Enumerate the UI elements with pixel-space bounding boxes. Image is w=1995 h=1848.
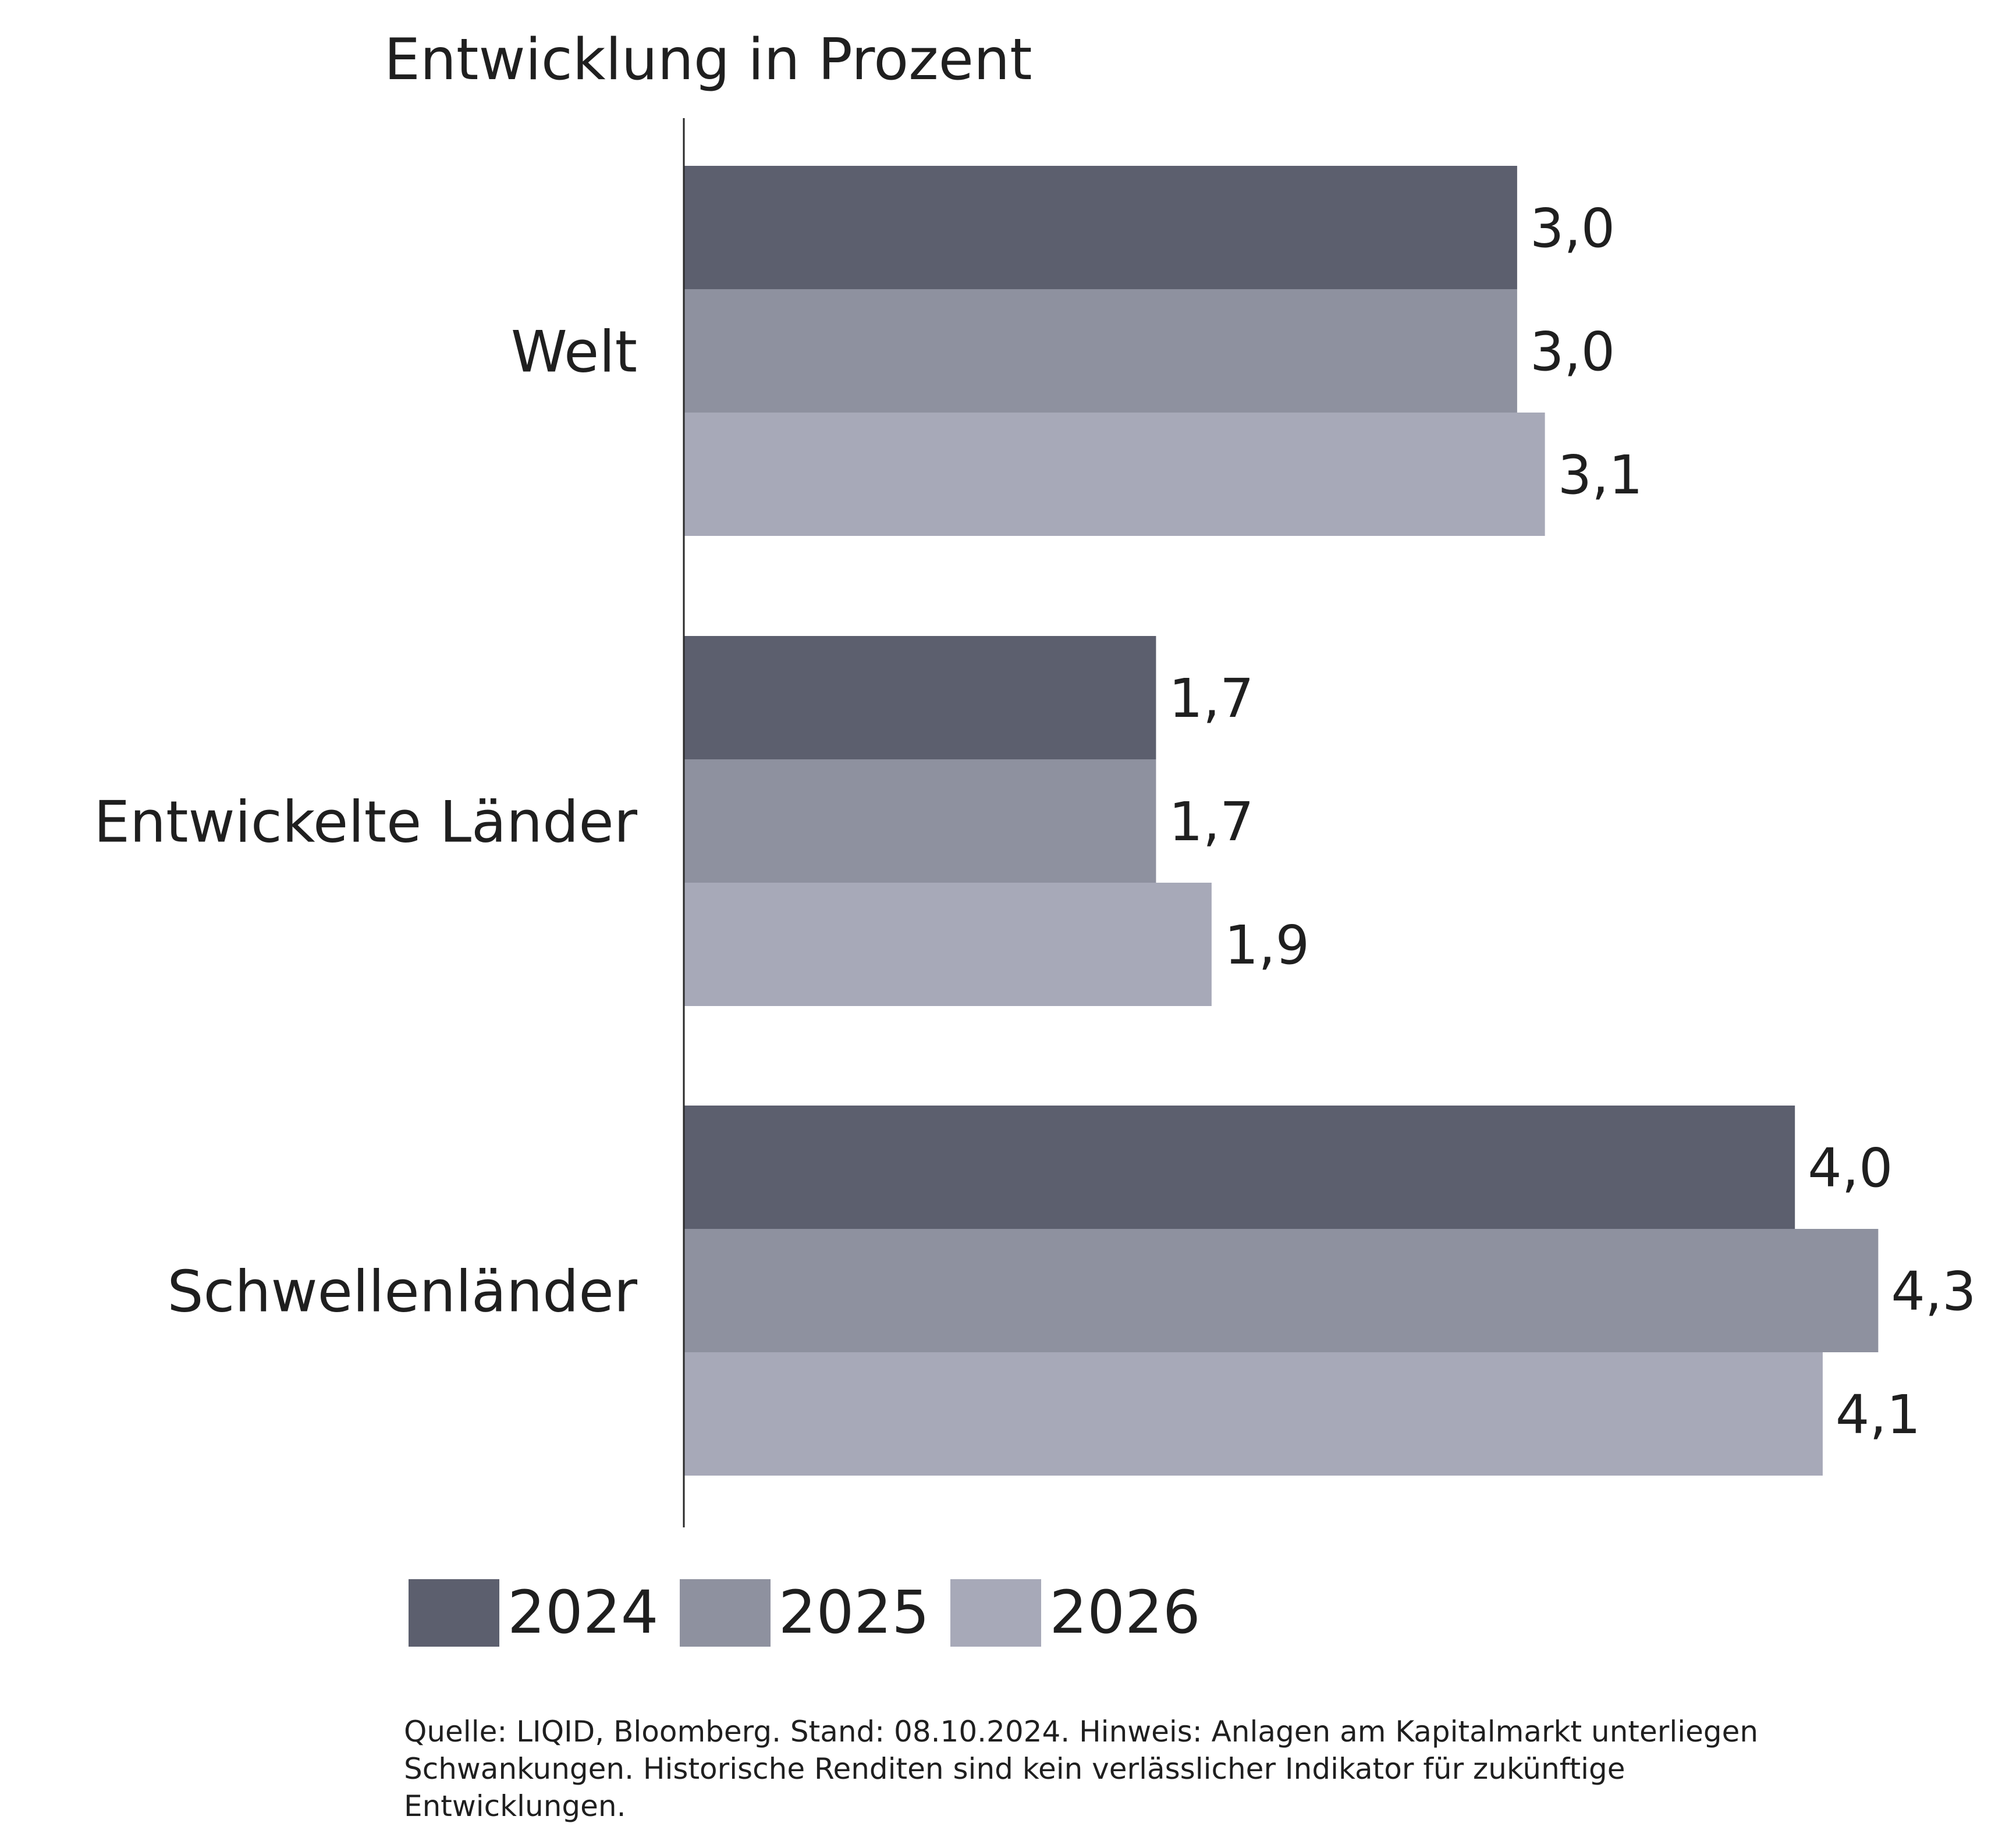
source-note-line: Schwankungen. Historische Renditen sind … [404, 1752, 1625, 1786]
legend-label-2026: 2026 [1049, 1578, 1201, 1647]
bar-2025 [684, 289, 1517, 413]
category-label: Welt [511, 319, 637, 385]
legend-swatch-2024 [409, 1579, 499, 1647]
bar-2026 [684, 883, 1212, 1006]
bar-2024 [684, 166, 1517, 289]
data-label: 3,1 [1558, 444, 1643, 506]
chart-title: Entwicklung in Prozent [384, 27, 1032, 93]
legend-label-2024: 2024 [507, 1578, 659, 1647]
data-label: 4,1 [1836, 1384, 1921, 1446]
bar-2025 [684, 1229, 1879, 1352]
category-label: Entwickelte Länder [94, 789, 638, 855]
bar-2024 [684, 636, 1156, 759]
legend-item-2025: 2025 [679, 1572, 930, 1654]
bar-2025 [684, 759, 1156, 883]
bar-2026 [684, 1352, 1823, 1476]
source-note: Quelle: LIQID, Bloomberg. Stand: 08.10.2… [404, 1713, 1975, 1825]
data-label: 4,3 [1891, 1260, 1976, 1323]
category-label: Schwellenländer [167, 1259, 637, 1325]
legend-item-2026: 2026 [950, 1572, 1201, 1654]
legend-label-2025: 2025 [778, 1578, 930, 1647]
data-label: 3,0 [1530, 321, 1615, 383]
source-note-line: Entwicklungen. [404, 1789, 626, 1823]
bar-2026 [684, 413, 1545, 536]
data-label: 4,0 [1808, 1137, 1893, 1199]
legend-swatch-2025 [679, 1579, 771, 1647]
bar-2024 [684, 1106, 1795, 1229]
legend-swatch-2026 [950, 1579, 1042, 1647]
legend-item-2024: 2024 [409, 1572, 659, 1654]
legend: 2024 2025 2026 [409, 1572, 1222, 1654]
data-label: 1,7 [1169, 667, 1254, 730]
data-label: 1,7 [1169, 791, 1254, 853]
source-note-line: Quelle: LIQID, Bloomberg. Stand: 08.10.2… [404, 1715, 1759, 1749]
data-label: 3,0 [1530, 197, 1615, 260]
data-label: 1,9 [1224, 914, 1309, 976]
